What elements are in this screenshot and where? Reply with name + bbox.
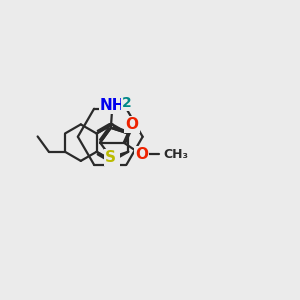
Text: 2: 2 — [122, 96, 131, 110]
Text: NH: NH — [100, 98, 125, 113]
Text: N: N — [106, 153, 119, 168]
Text: CH₃: CH₃ — [164, 148, 188, 161]
Text: O: O — [125, 117, 138, 132]
Text: O: O — [135, 147, 148, 162]
Text: S: S — [105, 150, 116, 165]
